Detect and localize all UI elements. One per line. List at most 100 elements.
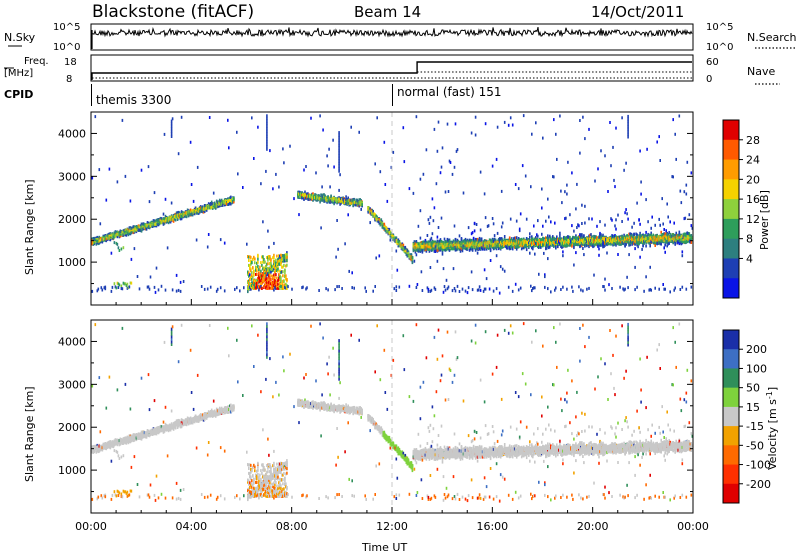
power-echo-cell bbox=[396, 250, 398, 253]
power-echo-cell bbox=[266, 140, 268, 143]
power-echo-cell bbox=[270, 278, 272, 281]
power-echo-cell bbox=[468, 286, 470, 289]
power-echo-cell bbox=[492, 217, 494, 220]
power-echo-cell bbox=[553, 175, 555, 178]
power-echo-cell bbox=[269, 273, 271, 276]
power-echo-cell bbox=[510, 116, 512, 119]
power-echo-cell bbox=[227, 119, 229, 122]
power-echo-cell bbox=[530, 285, 532, 288]
power-echo-cell bbox=[257, 126, 259, 129]
power-echo-cell bbox=[490, 249, 492, 252]
power-echo-cell bbox=[435, 288, 437, 291]
power-echo-cell bbox=[430, 216, 432, 219]
power-echo-cell bbox=[472, 288, 474, 291]
power-echo-cell bbox=[421, 270, 423, 273]
power-echo-cell bbox=[276, 277, 278, 280]
power-echo-cell bbox=[106, 199, 108, 202]
power-echo-cell bbox=[334, 288, 336, 291]
power-echo-cell bbox=[236, 131, 238, 134]
power-echo-cell bbox=[452, 289, 454, 292]
power-echo-cell bbox=[475, 116, 477, 119]
power-echo-cell bbox=[432, 197, 434, 200]
power-echo-cell bbox=[462, 288, 464, 291]
power-echo-cell bbox=[443, 267, 445, 270]
power-echo-cell bbox=[555, 287, 557, 290]
power-echo-cell bbox=[361, 203, 363, 206]
power-echo-cell bbox=[165, 198, 167, 201]
power-echo-cell bbox=[117, 180, 119, 183]
power-echo-cell bbox=[286, 259, 288, 262]
power-echo-cell bbox=[253, 270, 255, 273]
power-echo-cell bbox=[433, 219, 435, 222]
power-echo-cell bbox=[474, 222, 476, 225]
power-echo-cell bbox=[315, 171, 317, 174]
power-echo-cell bbox=[409, 285, 411, 288]
power-echo-cell bbox=[338, 170, 340, 173]
power-echo-cell bbox=[280, 276, 282, 279]
power-echo-cell bbox=[172, 288, 174, 291]
power-echo-cell bbox=[477, 252, 479, 255]
power-echo-cell bbox=[319, 114, 321, 117]
power-echo-cell bbox=[280, 263, 282, 266]
power-echo-cell bbox=[220, 238, 222, 241]
power-echo-cell bbox=[442, 253, 444, 256]
power-echo-cell bbox=[250, 256, 252, 259]
power-echo-cell bbox=[332, 139, 334, 142]
power-echo-cell bbox=[544, 275, 546, 278]
power-echo-cell bbox=[253, 274, 255, 277]
power-echo-cell bbox=[519, 228, 521, 231]
power-echo-cell bbox=[217, 288, 219, 291]
beam-title: Beam 14 bbox=[354, 3, 421, 21]
power-echo-cell bbox=[459, 234, 461, 237]
power-echo-cell bbox=[280, 279, 282, 282]
power-echo-cell bbox=[523, 114, 525, 117]
power-echo-cell bbox=[337, 248, 339, 251]
power-echo-cell bbox=[330, 195, 332, 198]
power-echo-cell bbox=[257, 261, 259, 264]
power-echo-cell bbox=[275, 273, 277, 276]
power-echo-cell bbox=[224, 289, 226, 292]
power-echo-cell bbox=[129, 285, 131, 288]
power-echo-cell bbox=[504, 121, 506, 124]
power-echo-cell bbox=[345, 195, 347, 198]
power-echo-cell bbox=[264, 261, 266, 264]
power-echo-cell bbox=[322, 129, 324, 132]
nsky-tick-top: 10^5 bbox=[53, 22, 80, 33]
power-echo-cell bbox=[190, 141, 192, 144]
power-echo-cell bbox=[535, 121, 537, 124]
power-echo-cell bbox=[385, 183, 387, 186]
power-echo-cell bbox=[338, 139, 340, 142]
power-echo-cell bbox=[530, 185, 532, 188]
power-echo-cell bbox=[450, 161, 452, 164]
power-echo-cell bbox=[121, 248, 123, 251]
cpid-mode-1: normal (fast) 151 bbox=[397, 85, 501, 99]
power-echo-cell bbox=[548, 216, 550, 219]
nsky-tick-bottom: 10^0 bbox=[53, 42, 80, 53]
power-echo-cell bbox=[178, 289, 180, 292]
power-echo-cell bbox=[263, 258, 265, 261]
power-echo-cell bbox=[520, 212, 522, 215]
power-echo-cell bbox=[429, 222, 431, 225]
nsky-line bbox=[92, 27, 692, 36]
power-echo-cell bbox=[525, 175, 527, 178]
power-echo-cell bbox=[379, 254, 381, 257]
power-echo-cell bbox=[502, 222, 504, 225]
power-echo-cell bbox=[266, 120, 268, 123]
power-echo-cell bbox=[270, 258, 272, 261]
power-echo-cell bbox=[114, 282, 116, 285]
power-echo-cell bbox=[176, 290, 178, 293]
power-echo-cell bbox=[338, 134, 340, 137]
date-title: 14/Oct/2011 bbox=[591, 3, 684, 21]
power-echo-cell bbox=[480, 171, 482, 174]
nsearch-tick-bottom: 10^0 bbox=[706, 42, 733, 53]
power-echo-cell bbox=[360, 208, 362, 211]
power-echo-cell bbox=[333, 166, 335, 169]
power-echo-cell bbox=[484, 268, 486, 271]
power-echo-cell bbox=[488, 224, 490, 227]
power-echo-cell bbox=[269, 149, 271, 152]
power-echo-cell bbox=[257, 254, 259, 257]
power-echo-cell bbox=[171, 135, 173, 138]
power-echo-cell bbox=[353, 287, 355, 290]
power-echo-cell bbox=[293, 197, 295, 200]
power-echo-cell bbox=[529, 236, 531, 239]
